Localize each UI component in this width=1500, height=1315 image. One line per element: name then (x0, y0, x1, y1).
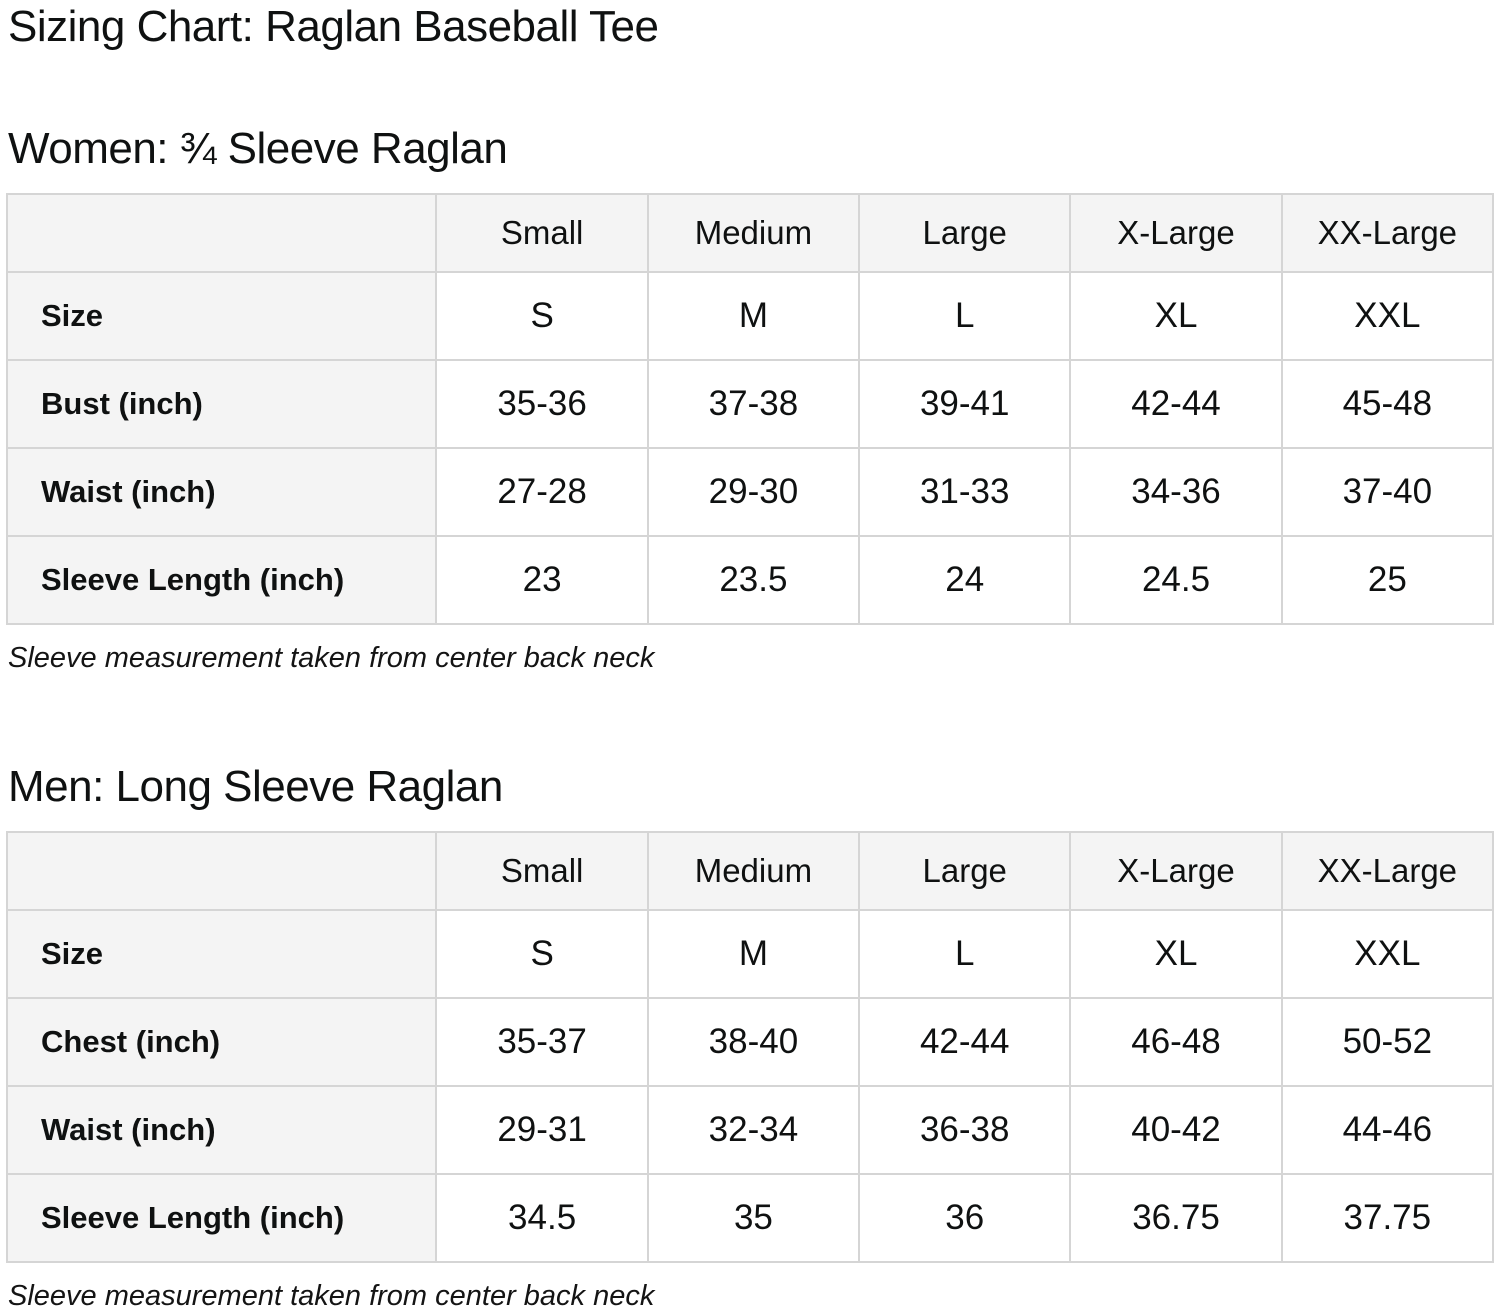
table-cell: 36-38 (858, 1085, 1072, 1175)
table-row-waist: Waist (inch) 27-28 29-30 31-33 34-36 37-… (5, 447, 1495, 537)
table-row-sleeve-length: Sleeve Length (inch) 23 23.5 24 24.5 25 (5, 535, 1495, 625)
table-cell: 34-36 (1069, 447, 1283, 537)
table-cell: 27-28 (435, 447, 649, 537)
column-header-x-large: X-Large (1069, 831, 1283, 911)
table-cell: 37-38 (646, 359, 861, 449)
men-size-table: Small Medium Large X-Large XX-Large Size… (5, 831, 1495, 1263)
table-cell: M (646, 271, 861, 361)
column-header-medium: Medium (646, 831, 861, 911)
table-cell: 42-44 (1069, 359, 1283, 449)
table-cell: 29-30 (646, 447, 861, 537)
table-cell: 25 (1280, 535, 1495, 625)
column-header-large: Large (858, 193, 1072, 273)
column-header-small: Small (435, 193, 649, 273)
table-header-row: Small Medium Large X-Large XX-Large (5, 831, 1495, 911)
table-cell: 38-40 (646, 997, 861, 1087)
table-cell: XXL (1280, 271, 1495, 361)
table-cell: 37-40 (1280, 447, 1495, 537)
corner-cell (5, 831, 438, 911)
table-cell: M (646, 909, 861, 999)
section-heading-men: Men: Long Sleeve Raglan (8, 762, 503, 811)
page-title: Sizing Chart: Raglan Baseball Tee (8, 2, 659, 51)
table-cell: 46-48 (1069, 997, 1283, 1087)
table-row-size: Size S M L XL XXL (5, 271, 1495, 361)
row-label: Size (5, 909, 438, 999)
table-cell: 36.75 (1069, 1173, 1283, 1263)
table-cell: 50-52 (1280, 997, 1495, 1087)
row-label: Size (5, 271, 438, 361)
table-cell: 34.5 (435, 1173, 649, 1263)
table-cell: 45-48 (1280, 359, 1495, 449)
table-cell: 23 (435, 535, 649, 625)
table-cell: 36 (858, 1173, 1072, 1263)
table-cell: 44-46 (1280, 1085, 1495, 1175)
section-heading-women: Women: ¾ Sleeve Raglan (8, 124, 508, 173)
table-cell: 37.75 (1280, 1173, 1495, 1263)
row-label: Waist (inch) (5, 1085, 438, 1175)
table-row-size: Size S M L XL XXL (5, 909, 1495, 999)
table-cell: XL (1069, 909, 1283, 999)
corner-cell (5, 193, 438, 273)
table-cell: 39-41 (858, 359, 1072, 449)
table-row-bust: Bust (inch) 35-36 37-38 39-41 42-44 45-4… (5, 359, 1495, 449)
table-row-sleeve-length: Sleeve Length (inch) 34.5 35 36 36.75 37… (5, 1173, 1495, 1263)
women-size-table: Small Medium Large X-Large XX-Large Size… (5, 193, 1495, 625)
men-table-footnote: Sleeve measurement taken from center bac… (8, 1280, 655, 1312)
row-label: Chest (inch) (5, 997, 438, 1087)
column-header-medium: Medium (646, 193, 861, 273)
column-header-xx-large: XX-Large (1280, 831, 1495, 911)
table-cell: S (435, 271, 649, 361)
table-cell: 24 (858, 535, 1072, 625)
table-cell: 42-44 (858, 997, 1072, 1087)
column-header-x-large: X-Large (1069, 193, 1283, 273)
row-label: Sleeve Length (inch) (5, 1173, 438, 1263)
table-cell: S (435, 909, 649, 999)
column-header-large: Large (858, 831, 1072, 911)
women-table-footnote: Sleeve measurement taken from center bac… (8, 642, 655, 674)
column-header-xx-large: XX-Large (1280, 193, 1495, 273)
table-cell: 32-34 (646, 1085, 861, 1175)
table-cell: 35 (646, 1173, 861, 1263)
table-cell: XL (1069, 271, 1283, 361)
table-cell: 40-42 (1069, 1085, 1283, 1175)
table-cell: L (858, 909, 1072, 999)
table-cell: 31-33 (858, 447, 1072, 537)
column-header-small: Small (435, 831, 649, 911)
table-cell: L (858, 271, 1072, 361)
table-cell: 35-37 (435, 997, 649, 1087)
table-cell: 29-31 (435, 1085, 649, 1175)
table-row-waist: Waist (inch) 29-31 32-34 36-38 40-42 44-… (5, 1085, 1495, 1175)
table-header-row: Small Medium Large X-Large XX-Large (5, 193, 1495, 273)
row-label: Waist (inch) (5, 447, 438, 537)
row-label: Sleeve Length (inch) (5, 535, 438, 625)
table-cell: XXL (1280, 909, 1495, 999)
table-row-chest: Chest (inch) 35-37 38-40 42-44 46-48 50-… (5, 997, 1495, 1087)
table-cell: 23.5 (646, 535, 861, 625)
table-cell: 24.5 (1069, 535, 1283, 625)
row-label: Bust (inch) (5, 359, 438, 449)
table-cell: 35-36 (435, 359, 649, 449)
